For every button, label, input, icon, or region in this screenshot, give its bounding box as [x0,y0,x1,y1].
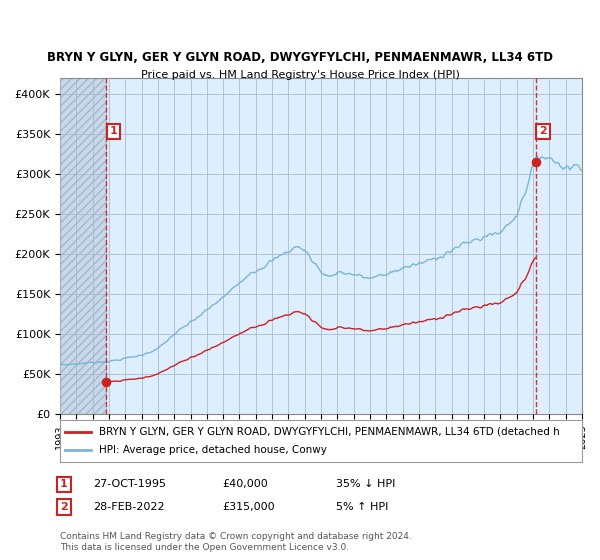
Point [101,378,111,387]
Text: 35% ↓ HPI: 35% ↓ HPI [336,479,395,489]
Point [531,158,541,167]
Text: 1: 1 [109,127,117,137]
Text: Contains HM Land Registry data © Crown copyright and database right 2024.
This d: Contains HM Land Registry data © Crown c… [60,532,412,552]
Text: HPI: Average price, detached house, Conwy: HPI: Average price, detached house, Conw… [99,445,327,455]
Text: 27-OCT-1995: 27-OCT-1995 [93,479,166,489]
Text: BRYN Y GLYN, GER Y GLYN ROAD, DWYGYFYLCHI, PENMAENMAWR, LL34 6TD: BRYN Y GLYN, GER Y GLYN ROAD, DWYGYFYLCH… [47,52,553,64]
Text: 5% ↑ HPI: 5% ↑ HPI [336,502,388,512]
Text: £315,000: £315,000 [222,502,275,512]
Text: 2: 2 [60,502,68,512]
Text: BRYN Y GLYN, GER Y GLYN ROAD, DWYGYFYLCHI, PENMAENMAWR, LL34 6TD (detached h: BRYN Y GLYN, GER Y GLYN ROAD, DWYGYFYLCH… [99,427,560,437]
Text: 1: 1 [60,479,68,489]
Text: 28-FEB-2022: 28-FEB-2022 [93,502,164,512]
Text: 2: 2 [539,127,547,137]
Text: £40,000: £40,000 [222,479,268,489]
Bar [60,78,106,414]
Text: Price paid vs. HM Land Registry's House Price Index (HPI): Price paid vs. HM Land Registry's House … [140,70,460,80]
